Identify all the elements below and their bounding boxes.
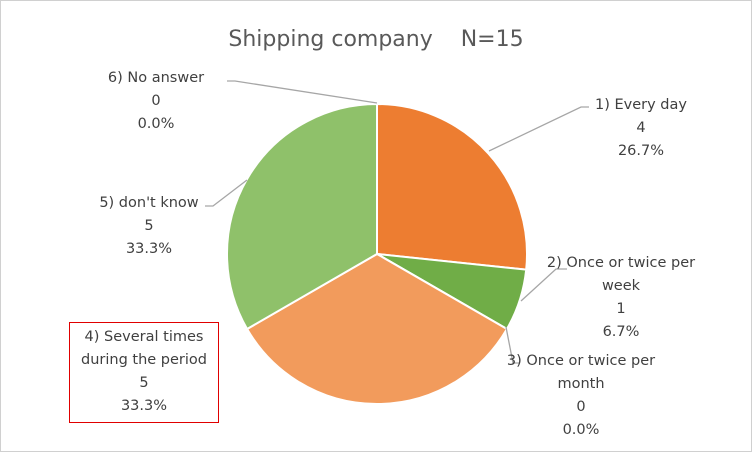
label-category: 6) No answer (107, 70, 205, 86)
label-category: 1) Every day (595, 97, 687, 113)
leader-line (505, 326, 519, 364)
data-label: 4) Several times during the period 5 33.3% (69, 322, 219, 423)
label-percent: 33.3% (125, 241, 173, 257)
label-percent: 33.3% (120, 398, 168, 414)
label-value: 0 (576, 399, 586, 415)
label-percent: 0.0% (137, 116, 175, 132)
pie-slice (245, 252, 509, 405)
label-category: 4) Several times during the period (81, 329, 207, 368)
data-label: 3) Once or twice per month 0 0.0% (506, 350, 656, 442)
data-label: 6) No answer 0 0.0% (86, 67, 226, 136)
label-value: 5 (144, 218, 154, 234)
label-percent: 0.0% (562, 422, 600, 438)
data-label: 1) Every day 4 26.7% (566, 94, 716, 163)
leader-line (205, 179, 248, 207)
pie-slice (226, 102, 378, 331)
leader-line (520, 268, 567, 302)
data-label: 5) don't know 5 33.3% (79, 192, 219, 261)
chart-title: Shipping company N=15 (228, 27, 524, 52)
label-percent: 26.7% (617, 143, 665, 159)
label-percent: 6.7% (602, 324, 640, 340)
label-value: 0 (151, 93, 161, 109)
label-value: 1 (616, 301, 626, 317)
pie-slice (376, 102, 528, 271)
leader-line (488, 106, 589, 152)
leader-line (227, 80, 378, 104)
label-category: 3) Once or twice per month (506, 353, 656, 392)
data-label: 2) Once or twice per week 1 6.7% (541, 252, 701, 344)
label-value: 5 (139, 375, 149, 391)
label-value: 4 (636, 120, 646, 136)
label-category: 2) Once or twice per week (546, 255, 696, 294)
label-category: 5) don't know (99, 195, 199, 211)
